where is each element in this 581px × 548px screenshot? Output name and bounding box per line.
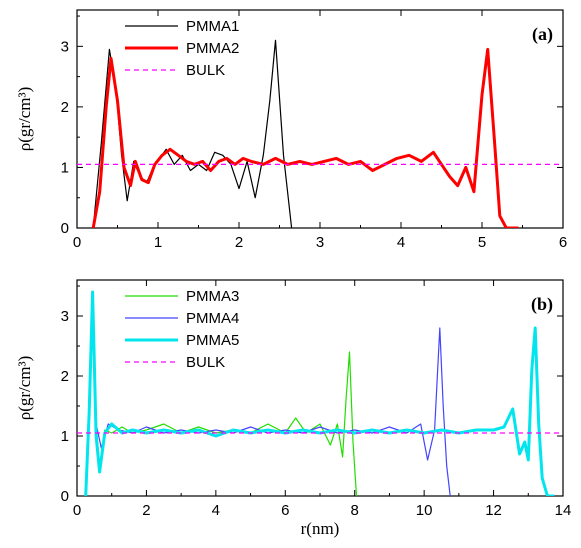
y-tick-label: 2 [61,368,69,385]
legend-label: BULK [186,62,225,79]
x-tick-label: 3 [316,234,324,251]
x-tick-label: 10 [416,502,433,519]
y-axis-label: ρ(gr/cm³) [15,87,34,152]
x-tick-label: 6 [281,502,289,519]
x-tick-label: 12 [485,502,502,519]
panel-b: 0 2 4 6 8 10 12 140123ρ(gr/cm³)r(nm)(b)PMMA3PMM… [15,279,572,538]
x-tick-label: 5 [478,234,486,251]
y-tick-label: 1 [61,428,69,445]
y-tick-label: 1 [61,159,69,176]
plot-frame [76,279,564,497]
series-line-pmma4 [85,294,451,496]
legend-label: PMMA2 [186,40,239,57]
legend-label: PMMA1 [186,18,239,35]
x-tick-label: 2 [142,502,150,519]
x-tick-label: 4 [397,234,405,251]
y-tick-label: 3 [61,38,69,55]
y-axis-label: ρ(gr/cm³) [15,356,34,421]
x-tick-label: 2 [235,234,243,251]
panel-label: (a) [532,24,553,45]
legend-label: PMMA3 [186,288,239,305]
series-line-pmma2 [91,47,519,228]
series-line-pmma5 [84,290,555,496]
legend-label: PMMA5 [186,332,239,349]
x-tick-label: 1 [154,234,162,251]
y-tick-label: 0 [61,488,69,505]
panel-a: 0 1 2 3 4 5 6 0 1 2 3 ρ(gr/cm³) (a) PMMA1 PMMA2 BULK [15,9,567,251]
y-tick-label: 3 [61,308,69,325]
y-tick-label: 0 [61,220,69,237]
x-tick-label: 0 [73,502,81,519]
series-group [77,290,563,496]
plot-frame [76,9,564,229]
x-tick-label: 6 [559,234,567,251]
series-group [77,39,563,228]
series-line-pmma3 [85,297,358,496]
x-tick-label: 14 [555,502,572,519]
x-axis-label: r(nm) [301,519,340,538]
x-tick-label: 4 [212,502,220,519]
x-tick-label: 8 [351,502,359,519]
x-tick-label: 0 [73,234,81,251]
legend-label: PMMA4 [186,310,239,327]
legend-label: BULK [186,354,225,371]
panel-label: (b) [531,294,553,315]
y-tick-label: 2 [61,99,69,116]
